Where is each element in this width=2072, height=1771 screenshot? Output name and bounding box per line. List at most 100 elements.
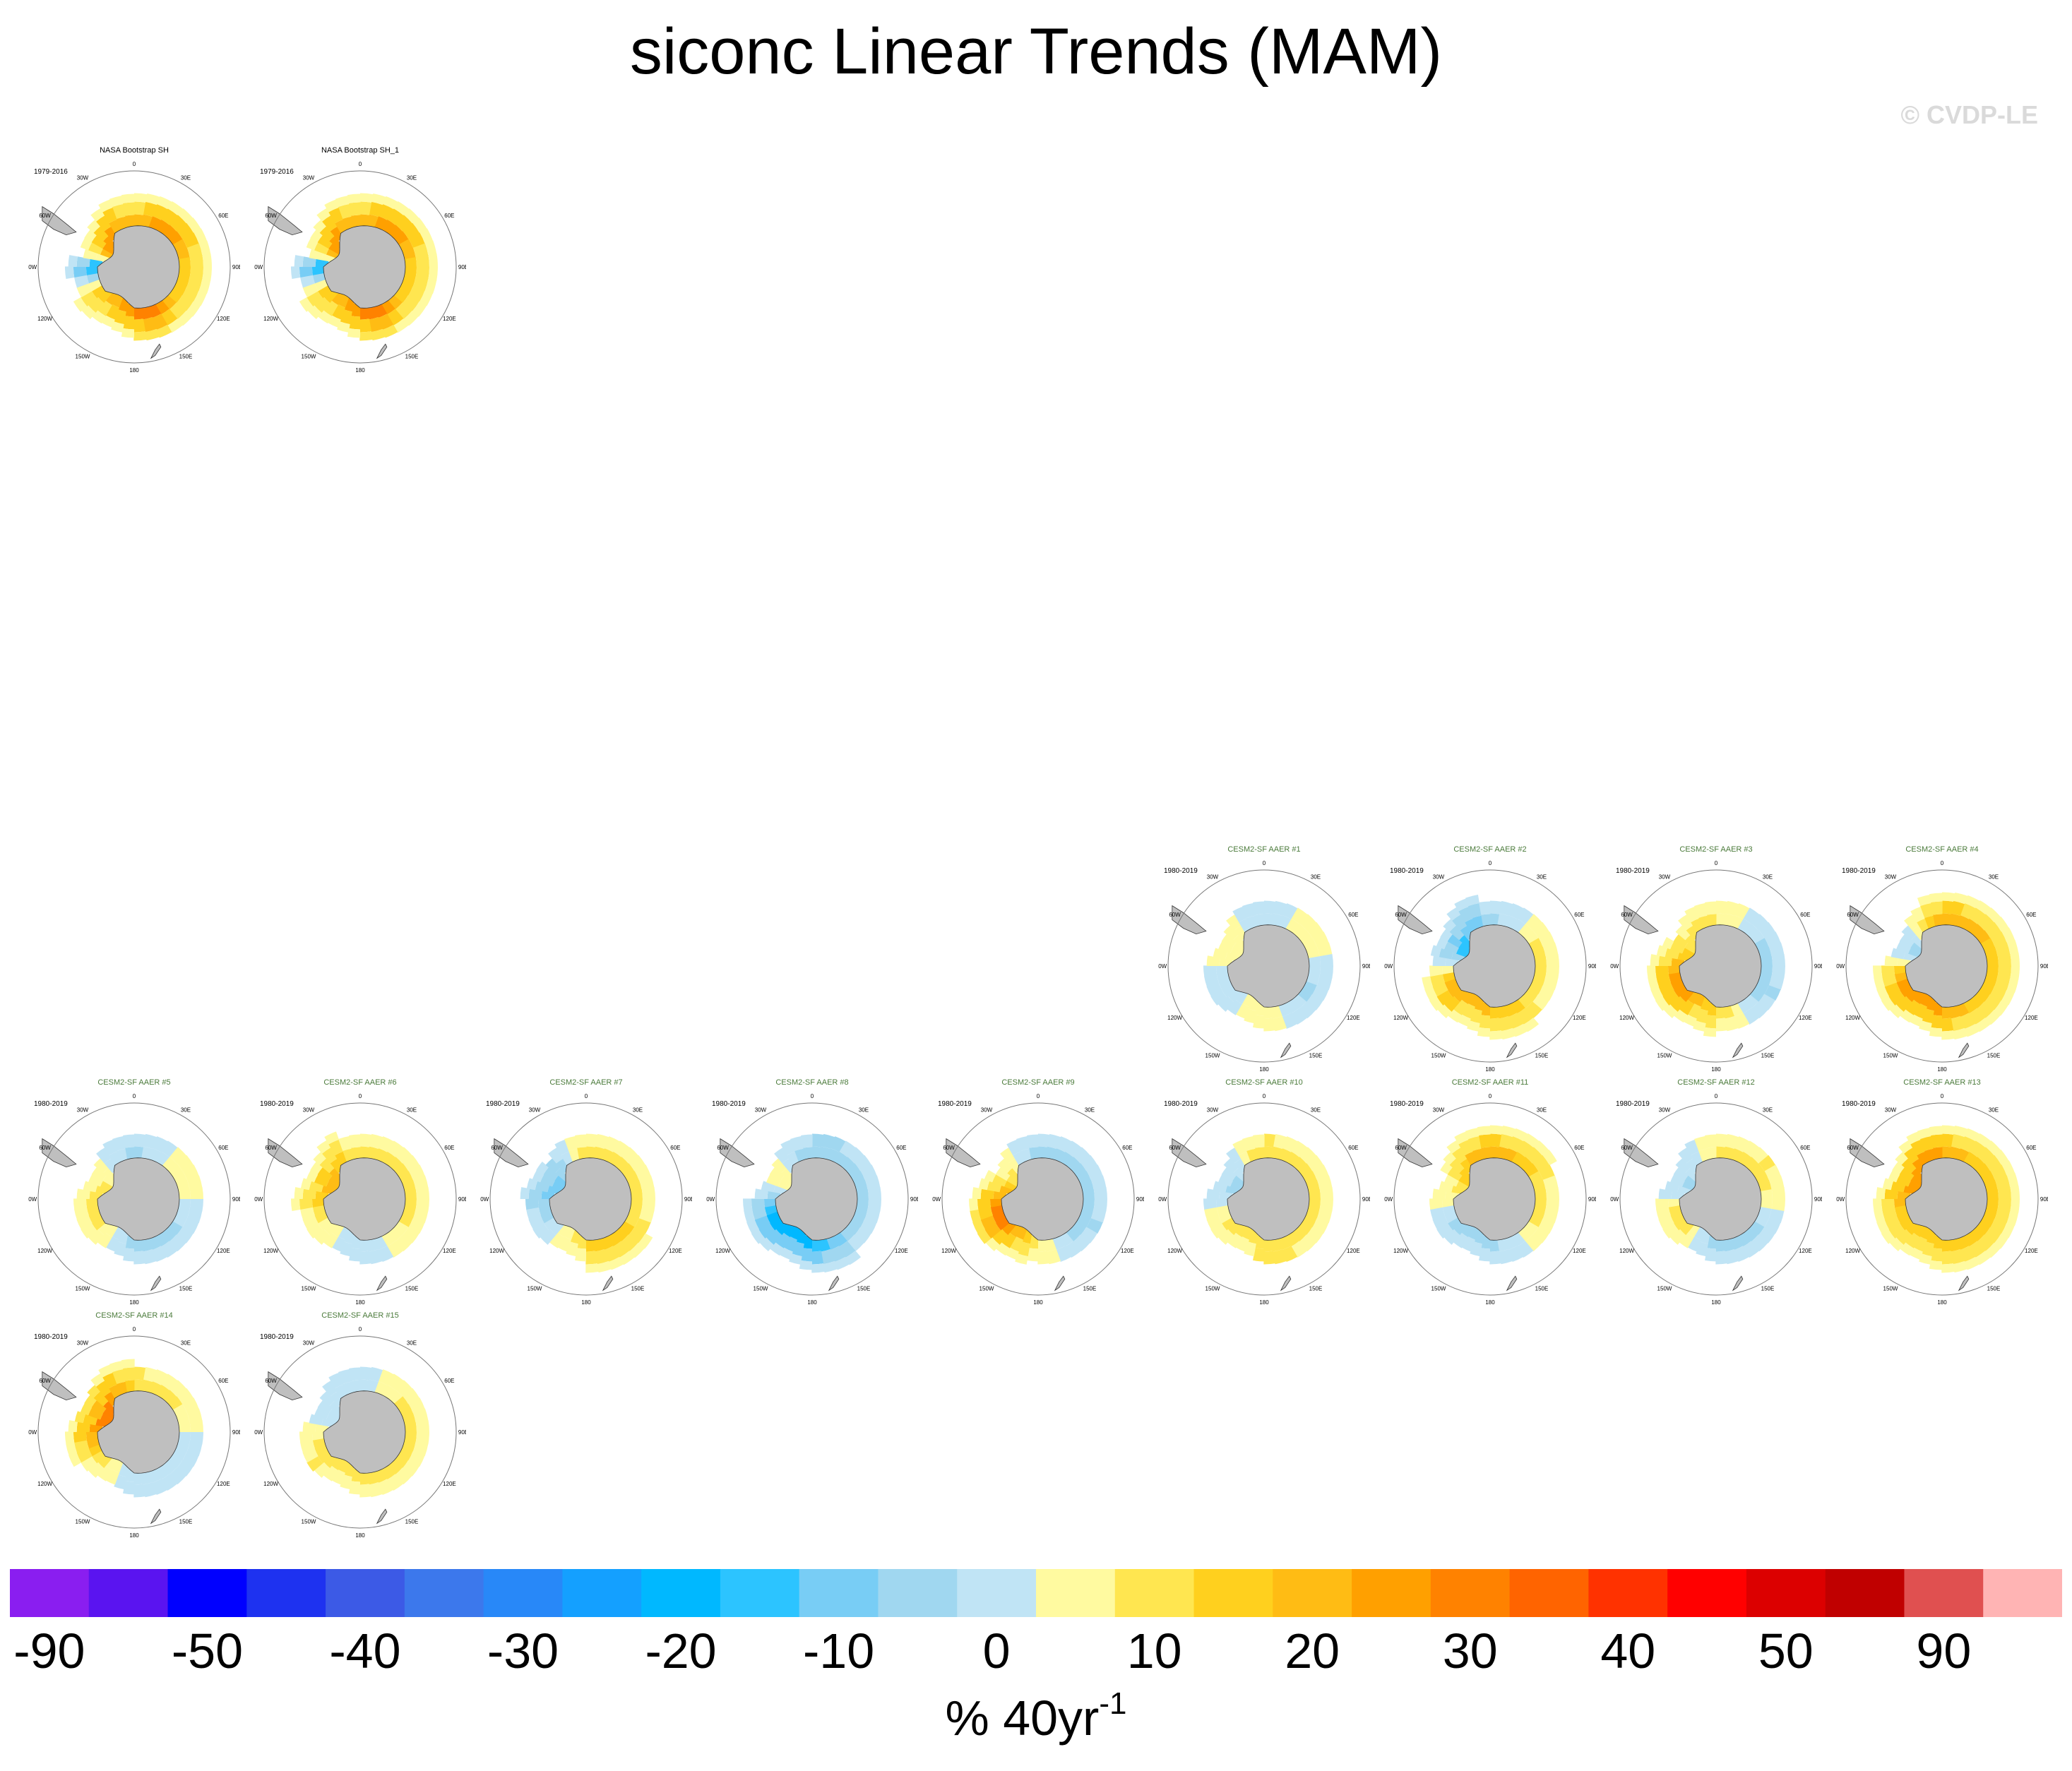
trend-cell	[100, 1181, 114, 1191]
longitude-label: 0	[1037, 1093, 1040, 1099]
trend-cell	[1698, 915, 1710, 930]
trend-cell	[415, 254, 429, 268]
trend-cell	[290, 1198, 301, 1212]
trend-cell	[1533, 1189, 1547, 1200]
trend-cell	[1253, 901, 1265, 915]
trend-cell	[1707, 1147, 1717, 1161]
trend-cell	[186, 1208, 203, 1224]
trend-cell	[1901, 1158, 1917, 1174]
trend-cell	[1453, 1232, 1468, 1248]
trend-cell	[1881, 965, 1895, 977]
trend-cell	[1984, 1227, 2001, 1244]
trend-cell	[125, 215, 135, 229]
trend-cell	[1942, 1125, 1955, 1135]
longitude-label: 30W	[303, 1340, 315, 1347]
trend-cell	[1674, 1009, 1688, 1023]
trend-cell	[1221, 984, 1237, 998]
polar-map: 030E60E90E120E150E180150W120W90W60W30W	[254, 1326, 466, 1539]
trend-cell	[1248, 996, 1258, 1011]
panel-title: CESM2-SF AAER #13	[1903, 1078, 1981, 1087]
trend-cell	[91, 1450, 107, 1464]
polar-map: 030E60E90E120E150E180150W120W90W60W30W	[254, 161, 466, 374]
longitude-label: 90W	[1836, 963, 1845, 970]
trend-cell	[1730, 1148, 1744, 1164]
longitude-label: 90E	[2040, 963, 2048, 970]
trend-cell	[309, 1181, 324, 1193]
longitude-label: 30E	[1311, 874, 1321, 881]
trend-cell	[1665, 948, 1680, 960]
south-america-land	[1172, 905, 1207, 935]
trend-cell	[1216, 972, 1231, 983]
trend-cell	[818, 1146, 831, 1162]
trend-cell	[812, 1133, 824, 1147]
trend-cell	[1771, 966, 1785, 979]
trend-cell	[1312, 1218, 1329, 1234]
longitude-label: 150W	[1883, 1052, 1898, 1059]
trend-cell	[344, 1462, 355, 1477]
trend-cell	[839, 1140, 856, 1158]
trend-cell	[403, 1432, 417, 1443]
trend-cell	[1512, 1023, 1528, 1037]
trend-cell	[1889, 1236, 1904, 1252]
trend-cell	[76, 1188, 90, 1199]
longitude-label: 180	[1259, 1066, 1269, 1073]
trend-cell	[1667, 965, 1681, 974]
trend-cell	[182, 1218, 199, 1234]
trend-cell	[855, 1227, 871, 1244]
trend-cell	[595, 1248, 609, 1265]
trend-cell	[1206, 955, 1220, 966]
antarctica-land	[549, 1157, 632, 1241]
trend-cell	[1278, 915, 1292, 931]
trend-cell	[1542, 942, 1559, 957]
trend-cell	[1920, 902, 1934, 918]
trend-cell	[87, 1384, 101, 1398]
trend-cell	[1671, 958, 1685, 966]
colorbar-swatch	[562, 1569, 642, 1617]
trend-cell	[999, 1185, 1013, 1195]
longitude-label: 150E	[631, 1285, 645, 1292]
trend-cell	[1734, 1246, 1750, 1263]
trend-cell	[177, 294, 193, 311]
colorbar-tick-label: 30	[1442, 1623, 1498, 1678]
trend-cell	[1223, 925, 1239, 941]
trend-cell	[1246, 915, 1258, 930]
trend-cell	[172, 239, 187, 253]
trend-cell	[769, 1167, 785, 1181]
trend-cell	[329, 236, 343, 249]
trend-cell	[85, 266, 100, 275]
trend-cell	[789, 1253, 802, 1265]
trend-cell	[1233, 1168, 1247, 1181]
trend-cell	[1684, 1139, 1700, 1156]
trend-cell	[1446, 907, 1461, 921]
trend-cell	[349, 1367, 361, 1381]
longitude-label: 90E	[458, 264, 466, 270]
trend-cell	[585, 1251, 598, 1265]
trend-cell	[1203, 1198, 1217, 1210]
trend-cell	[153, 204, 168, 220]
trend-cell	[317, 1217, 333, 1231]
trend-cell	[351, 1147, 361, 1161]
antarctica-land	[1679, 1157, 1762, 1241]
trend-cell	[754, 1215, 770, 1230]
trend-cell	[1439, 948, 1454, 960]
trend-cell	[1648, 976, 1659, 990]
trend-cell	[1911, 1168, 1925, 1181]
trend-cell	[182, 1397, 199, 1414]
new-zealand-land	[1506, 1275, 1518, 1292]
trend-cell	[1679, 1232, 1694, 1248]
trend-cell	[109, 1360, 124, 1373]
trend-cell	[328, 1372, 344, 1389]
trend-cell	[1685, 1168, 1699, 1181]
trend-cell	[169, 302, 186, 320]
trend-cell	[1942, 913, 1952, 927]
longitude-label: 90E	[684, 1196, 692, 1203]
trend-cell	[1468, 1135, 1482, 1151]
trend-cell	[1734, 1013, 1750, 1030]
panel-title: NASA Bootstrap SH_1	[321, 146, 400, 155]
trend-cell	[771, 1158, 787, 1174]
trend-cell	[1299, 914, 1317, 931]
colorbar-swatch	[1114, 1569, 1195, 1617]
trend-cell	[1441, 965, 1455, 974]
trend-cell	[81, 291, 97, 306]
longitude-label: 30W	[1659, 1107, 1671, 1114]
